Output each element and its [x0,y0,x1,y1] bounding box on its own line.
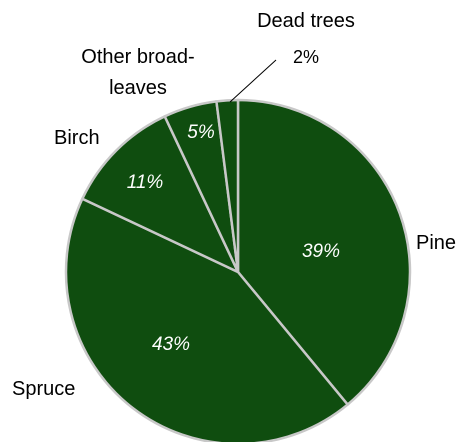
pie-slice-dead-trees [215,98,240,273]
pie-slice-pine [236,98,412,407]
pie-slice-birch [80,114,241,275]
pie-category-label-birch: Birch [54,127,100,149]
pie-labels: 39% Pine 43% Spruce 11% Birch 5% Other broad-le… [12,10,456,400]
pie-value-label-pine: 39% [302,241,340,262]
pie-slices [64,98,412,442]
pie-slice-spruce [64,197,350,442]
pie-value-label-spruce: 43% [152,334,190,355]
pie-value-label-other-broad-leaves: 5% [187,122,215,143]
pie-category-label-pine: Pine [416,232,456,254]
pie-value-label-dead-trees: 2% [293,47,319,67]
leader-line-dead-trees [229,59,277,103]
pie-category-label-dead-trees: Dead trees [257,10,355,32]
pie-category-label-other-broad-leaves: Other broad-leaves [81,46,194,99]
pie-category-label-spruce: Spruce [12,378,75,400]
pie-value-label-birch: 11% [127,172,164,193]
